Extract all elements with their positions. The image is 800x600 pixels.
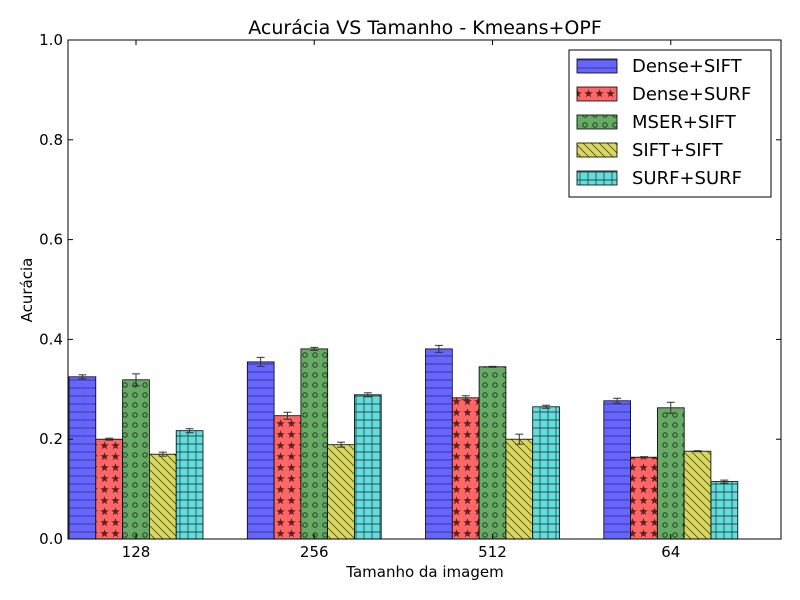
- bar-mser-sift-128: [122, 379, 150, 540]
- error-bar-dense-sift-64: [613, 397, 622, 404]
- bar-sift-sift-512: [505, 438, 534, 540]
- x-tick-label-64: 64: [661, 543, 680, 561]
- bar-dense-surf-64: [630, 456, 658, 540]
- bar-dense-sift-64: [603, 400, 631, 540]
- bar-surf-surf-512: [532, 406, 560, 540]
- error-bar-surf-surf-256: [363, 392, 372, 398]
- y-tick-label-0.6: 0.6: [39, 231, 63, 249]
- error-bar-surf-surf-128: [185, 428, 194, 434]
- error-bar-sift-sift-512: [515, 433, 524, 445]
- x-tick-label-256: 256: [300, 543, 329, 561]
- error-bar-sift-sift-128: [158, 451, 167, 457]
- legend-swatch-dense-sift: [576, 58, 618, 74]
- error-bar-sift-sift-256: [337, 441, 346, 448]
- error-bar-mser-sift-64: [666, 401, 675, 414]
- bar-sift-sift-256: [327, 444, 355, 540]
- plot-area: [68, 344, 739, 540]
- y-tick-label-0.2: 0.2: [39, 430, 63, 448]
- error-bar-dense-surf-64: [639, 456, 648, 459]
- bar-dense-sift-256: [246, 361, 275, 540]
- y-tick-label-1.0: 1.0: [39, 31, 63, 49]
- legend-label-sift-sift: SIFT+SIFT: [632, 140, 724, 161]
- bar-mser-sift-512: [478, 366, 507, 540]
- x-axis-label: Tamanho da imagem: [345, 563, 503, 581]
- legend-label-dense-surf: Dense+SURF: [632, 84, 751, 105]
- bar-dense-surf-256: [273, 415, 302, 540]
- legend: Dense+SIFT Dense+SURF MSER+SIFT SIFT+SIFT SU…: [568, 49, 772, 198]
- y-axis-label: Acurácia: [18, 258, 36, 323]
- bar-sift-sift-64: [683, 450, 712, 540]
- error-bar-dense-sift-512: [434, 344, 443, 353]
- bar-dense-surf-512: [451, 397, 480, 540]
- error-bar-sift-sift-64: [693, 450, 702, 453]
- axes: 128 256 512 64 0.0 0.2 0.4 0.6 0.8 1.0: [39, 31, 781, 561]
- bar-sift-sift-128: [148, 453, 177, 540]
- bar-mser-sift-64: [657, 407, 685, 540]
- bar-surf-surf-64: [710, 481, 739, 540]
- error-bar-mser-sift-512: [488, 365, 497, 368]
- bar-surf-surf-128: [175, 430, 204, 540]
- axes-frame: [67, 39, 782, 540]
- bar-surf-surf-256: [353, 394, 382, 540]
- error-bar-dense-sift-128: [78, 374, 87, 380]
- x-tick-label-512: 512: [478, 543, 507, 561]
- bar-mser-sift-256: [300, 348, 329, 540]
- error-bar-mser-sift-128: [132, 373, 140, 387]
- error-bar-surf-surf-512: [542, 404, 551, 409]
- error-bar-dense-surf-128: [105, 437, 114, 441]
- chart-title: Acurácia VS Tamanho - Kmeans+OPF: [248, 17, 602, 39]
- bar-dense-sift-512: [425, 348, 453, 540]
- error-bar-dense-surf-256: [283, 411, 292, 420]
- legend-swatch-surf-surf: [576, 170, 618, 186]
- error-bar-dense-sift-256: [256, 356, 265, 367]
- legend-label-surf-surf: SURF+SURF: [632, 168, 742, 189]
- x-tick-label-128: 128: [122, 543, 151, 561]
- legend-swatch-dense-surf: [576, 86, 618, 102]
- bar-dense-sift-128: [68, 376, 97, 540]
- y-tick-label-0.8: 0.8: [39, 131, 63, 149]
- legend-swatch-sift-sift: [576, 142, 618, 158]
- y-tick-label-0.4: 0.4: [39, 330, 63, 348]
- legend-label-mser-sift: MSER+SIFT: [632, 112, 737, 133]
- bar-dense-surf-128: [95, 438, 124, 540]
- error-bar-mser-sift-256: [310, 346, 319, 351]
- legend-swatch-mser-sift: [576, 114, 618, 130]
- error-bar-dense-surf-512: [461, 395, 470, 401]
- error-bar-surf-surf-64: [720, 479, 729, 484]
- legend-label-dense-sift: Dense+SIFT: [632, 56, 743, 77]
- y-tick-label-0.0: 0.0: [39, 530, 63, 548]
